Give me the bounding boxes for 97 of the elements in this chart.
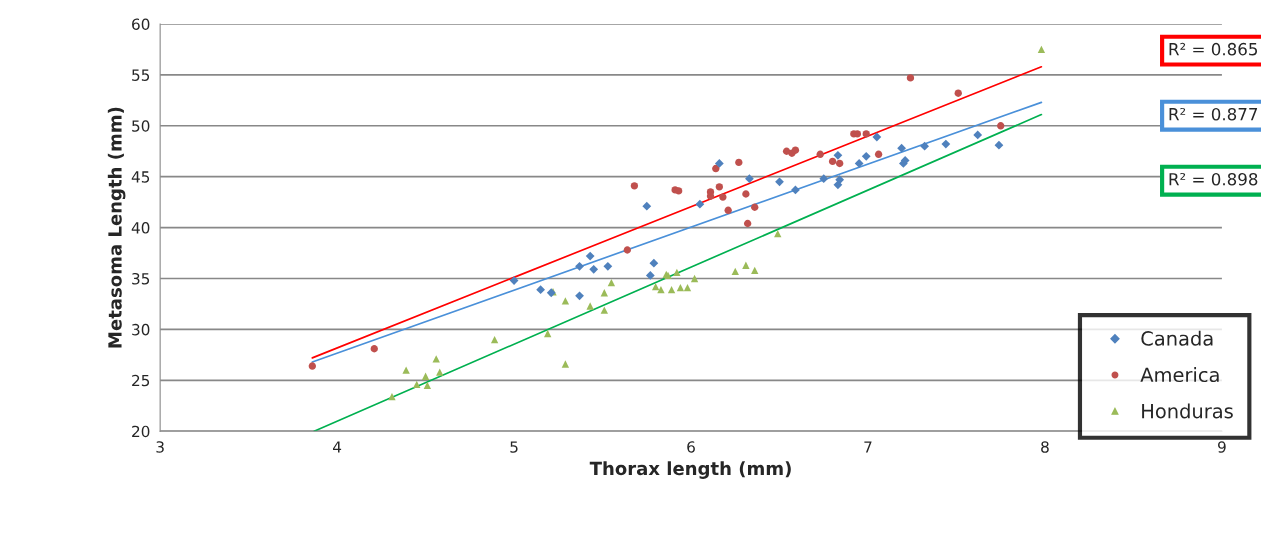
point xyxy=(490,335,499,344)
point xyxy=(954,89,962,97)
point xyxy=(941,139,951,149)
point xyxy=(674,187,683,195)
point xyxy=(994,140,1004,150)
point xyxy=(1037,45,1046,54)
point xyxy=(600,289,608,297)
x-tick-label: 7 xyxy=(864,441,872,453)
point xyxy=(603,261,613,271)
point xyxy=(774,230,782,238)
legend-label: Canada xyxy=(1141,330,1213,346)
point xyxy=(791,146,800,154)
point xyxy=(775,177,784,187)
x-tick-label: 4 xyxy=(332,441,342,453)
point xyxy=(586,302,594,310)
x-tick-label: 8 xyxy=(1041,441,1049,453)
point xyxy=(423,381,432,390)
point xyxy=(413,380,421,389)
point xyxy=(421,372,430,380)
legend-label: America xyxy=(1140,367,1219,383)
point xyxy=(973,130,983,140)
point xyxy=(695,199,705,209)
point xyxy=(819,174,829,184)
point xyxy=(623,246,631,254)
y-tick-label: 40 xyxy=(131,222,150,234)
legend-label: Honduras xyxy=(1142,403,1233,419)
point xyxy=(585,251,595,261)
point xyxy=(751,266,759,275)
point xyxy=(735,158,743,167)
x-tick-label: 3 xyxy=(156,441,164,453)
point xyxy=(402,366,410,374)
x-tick-label: 9 xyxy=(1218,441,1226,453)
point xyxy=(874,150,883,158)
point xyxy=(920,141,930,151)
y-tick-label: 30 xyxy=(132,323,150,336)
point xyxy=(743,219,752,228)
y-tick-label: 60 xyxy=(132,18,150,31)
point xyxy=(561,360,570,368)
point xyxy=(370,345,378,353)
point xyxy=(751,203,759,211)
y-tick-label: 45 xyxy=(131,171,150,183)
point xyxy=(600,306,608,314)
point xyxy=(536,285,545,295)
x-axis-title: Thorax length (mm) xyxy=(589,461,791,479)
point xyxy=(712,164,720,173)
point xyxy=(561,297,570,305)
point xyxy=(667,286,676,294)
point xyxy=(630,182,639,190)
point xyxy=(897,143,906,153)
point xyxy=(791,185,800,195)
y-tick-label: 50 xyxy=(132,120,150,132)
point xyxy=(862,130,870,138)
point xyxy=(742,190,750,198)
point xyxy=(906,74,915,82)
point xyxy=(544,329,552,338)
point xyxy=(816,150,824,158)
point xyxy=(575,291,584,301)
point xyxy=(676,283,685,292)
point xyxy=(706,192,715,200)
point xyxy=(854,159,864,168)
x-tick-label: 5 xyxy=(510,441,518,453)
annotation: R² = 0.865 xyxy=(1169,42,1258,56)
point xyxy=(651,282,660,291)
point xyxy=(731,267,739,276)
x-tick-label: 6 xyxy=(687,441,695,453)
point xyxy=(690,274,699,283)
point xyxy=(649,258,659,268)
point xyxy=(861,151,871,161)
point xyxy=(714,159,724,168)
point xyxy=(683,283,692,292)
point xyxy=(833,150,843,160)
y-tick-label: 55 xyxy=(132,69,150,81)
point xyxy=(308,362,317,370)
point xyxy=(715,183,724,191)
point xyxy=(642,201,652,211)
point xyxy=(836,159,844,168)
point xyxy=(673,268,681,277)
point xyxy=(575,261,584,271)
point xyxy=(719,193,727,201)
annotation: R² = 0.898 xyxy=(1169,172,1258,186)
point xyxy=(589,264,599,274)
annotation: R² = 0.877 xyxy=(1169,107,1258,121)
point xyxy=(436,368,444,376)
point xyxy=(607,278,616,287)
y-axis-title: Metasoma Length (mm) xyxy=(107,107,126,348)
point xyxy=(724,206,732,214)
point xyxy=(872,132,882,142)
point xyxy=(997,122,1005,130)
point xyxy=(432,355,440,363)
point xyxy=(742,261,750,269)
point xyxy=(745,174,754,184)
y-tick-label: 25 xyxy=(132,374,150,387)
y-tick-label: 20 xyxy=(132,425,150,438)
point xyxy=(828,157,837,166)
y-tick-label: 35 xyxy=(132,272,150,285)
point xyxy=(645,271,655,280)
point xyxy=(835,175,845,185)
